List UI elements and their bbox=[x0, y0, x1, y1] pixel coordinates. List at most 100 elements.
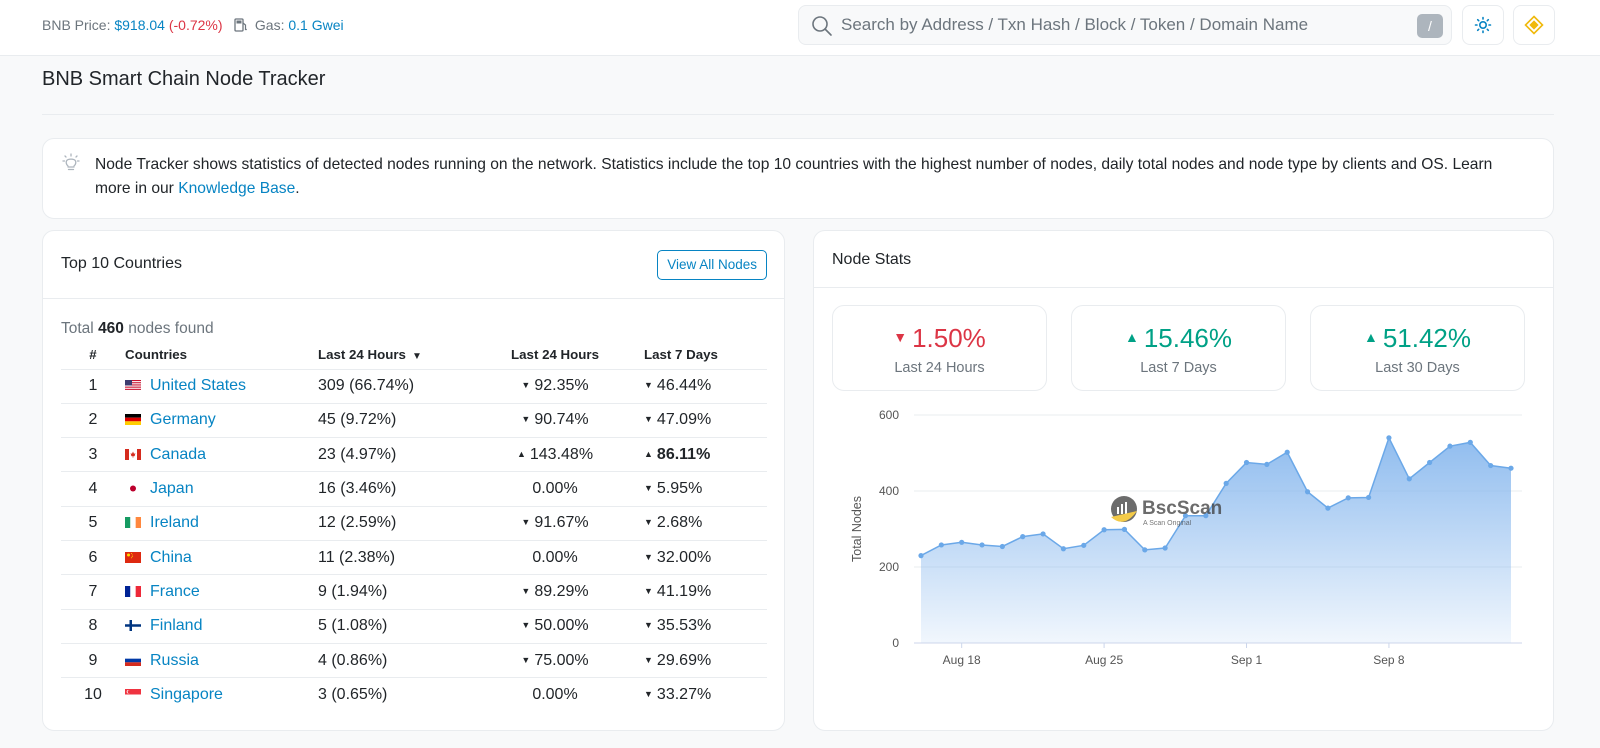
change-24h-cell: ▼ 89.29% bbox=[480, 574, 630, 610]
country-link[interactable]: Canada bbox=[150, 445, 207, 463]
country-link[interactable]: United States bbox=[150, 377, 247, 395]
table-row: 10 Singapore 3 (0.65%) 0.00% ▼ 33.27% bbox=[61, 678, 767, 712]
stat-label: Last 7 Days bbox=[1140, 360, 1217, 376]
node-count-cell: 23 (4.97%) bbox=[318, 437, 480, 473]
lightbulb-icon bbox=[62, 153, 80, 171]
table-row: 8 Finland 5 (1.08%) ▼ 50.00% ▼ 35.53% bbox=[61, 609, 767, 644]
data-point bbox=[1508, 465, 1514, 471]
fr-flag-icon bbox=[125, 583, 150, 600]
node-count-cell: 9 (1.94%) bbox=[318, 574, 480, 610]
table-header-row: # Countries Last 24 Hours ▼ Last 24 Hours… bbox=[61, 341, 767, 370]
country-cell: Finland bbox=[125, 609, 318, 644]
col-change-7d: Last 7 Days bbox=[630, 341, 767, 370]
network-switch-button[interactable] bbox=[1513, 5, 1555, 45]
country-link[interactable]: China bbox=[150, 548, 192, 566]
x-tick-label: Aug 18 bbox=[943, 653, 981, 667]
table-row: 9 Russia 4 (0.86%) ▼ 75.00% ▼ 29.69% bbox=[61, 643, 767, 679]
y-tick-label: 0 bbox=[892, 636, 899, 650]
data-point bbox=[1304, 489, 1311, 495]
theme-toggle-button[interactable] bbox=[1462, 5, 1504, 45]
data-point bbox=[1264, 461, 1270, 467]
change-24h-cell: 0.00% bbox=[480, 540, 630, 576]
watermark-subtitle: A Scan Original bbox=[1143, 520, 1192, 527]
table-row: 5 Ireland 12 (2.59%) ▼ 91.67% ▼ 2.68% bbox=[61, 506, 767, 541]
view-all-nodes-button[interactable]: View All Nodes bbox=[657, 250, 767, 280]
country-link[interactable]: Japan bbox=[150, 480, 194, 498]
data-point bbox=[1386, 435, 1392, 441]
node-count-cell: 12 (2.59%) bbox=[318, 506, 480, 541]
gas-tracker: Gas: 0.1 Gwei bbox=[234, 17, 344, 33]
country-link[interactable]: Germany bbox=[150, 411, 216, 429]
data-point bbox=[1162, 545, 1168, 551]
stat-value: ▼ 1.50% bbox=[893, 323, 986, 353]
change-24h-cell: ▼ 50.00% bbox=[480, 609, 630, 644]
bnb-price-value[interactable]: $918.04 bbox=[114, 17, 165, 33]
data-point bbox=[1060, 546, 1067, 552]
data-point bbox=[1345, 495, 1351, 501]
data-point bbox=[1142, 547, 1148, 553]
total-nodes-chart: 0 200 400 600 Aug 18 Aug 25 Sep 1 Sep 8 Total No… bbox=[814, 396, 1555, 696]
up-triangle-icon: ▲ bbox=[1363, 329, 1378, 345]
top-bar: BNB Price: $918.04 (-0.72%) Gas: 0.1 Gwe… bbox=[0, 0, 1600, 56]
down-triangle-icon: ▼ bbox=[644, 380, 653, 391]
country-link[interactable]: France bbox=[150, 582, 200, 600]
country-link[interactable]: Russia bbox=[150, 651, 199, 669]
knowledge-base-link[interactable]: Knowledge Base bbox=[178, 180, 296, 197]
up-triangle-icon: ▲ bbox=[516, 448, 526, 459]
table-row: 4 Japan 16 (3.46%) 0.00% ▼ 5.95% bbox=[61, 471, 767, 507]
series-line bbox=[920, 435, 1512, 557]
country-cell: Ireland bbox=[125, 506, 318, 541]
change-24h-cell: ▼ 91.67% bbox=[480, 506, 630, 541]
data-point bbox=[1081, 542, 1087, 548]
country-link[interactable]: Singapore bbox=[150, 686, 223, 704]
col-country: Countries bbox=[125, 341, 318, 370]
search-input[interactable] bbox=[841, 6, 1401, 44]
data-point bbox=[1447, 443, 1453, 449]
de-flag-icon bbox=[125, 411, 150, 428]
change-7d-cell: ▼ 32.00% bbox=[630, 540, 767, 576]
us-flag-icon bbox=[125, 377, 150, 394]
sort-desc-icon: ▼ bbox=[411, 351, 422, 363]
ie-flag-icon bbox=[125, 514, 150, 531]
country-link[interactable]: Ireland bbox=[150, 514, 199, 532]
stat-box: ▲ 51.42% Last 30 Days bbox=[1310, 305, 1525, 391]
rank-cell: 1 bbox=[61, 369, 125, 404]
search-shortcut-key: / bbox=[1417, 14, 1443, 38]
total-nodes-chart-svg: 0 200 400 600 Aug 18 Aug 25 Sep 1 Sep 8 Total No… bbox=[850, 408, 1522, 667]
y-tick-label: 600 bbox=[879, 408, 899, 422]
data-point bbox=[1284, 449, 1290, 455]
change-7d-cell: ▼ 41.19% bbox=[630, 574, 767, 610]
down-triangle-icon: ▼ bbox=[521, 620, 531, 631]
rank-cell: 4 bbox=[61, 471, 125, 507]
col-count-sortable[interactable]: Last 24 Hours ▼ bbox=[318, 341, 480, 370]
down-triangle-icon: ▼ bbox=[644, 654, 653, 665]
x-tick-label: Sep 1 bbox=[1231, 653, 1263, 667]
gas-value[interactable]: 0.1 Gwei bbox=[288, 17, 344, 33]
change-24h-cell: 0.00% bbox=[532, 686, 578, 704]
down-triangle-icon: ▼ bbox=[644, 585, 653, 596]
card-title: Node Stats bbox=[832, 251, 912, 268]
data-point bbox=[999, 543, 1005, 550]
ca-flag-icon bbox=[125, 446, 150, 463]
area-fill bbox=[921, 437, 1511, 643]
change-24h-cell: ▼ 75.00% bbox=[480, 643, 630, 679]
rank-cell: 10 bbox=[84, 686, 102, 704]
rank-cell: 6 bbox=[61, 540, 125, 576]
info-text: Node Tracker shows statistics of detecte… bbox=[95, 156, 1493, 197]
down-triangle-icon: ▼ bbox=[644, 483, 653, 494]
table-row: 2 Germany 45 (9.72%) ▼ 90.74% ▼ 47.09% bbox=[61, 403, 767, 439]
y-axis-label: Total Nodes bbox=[850, 496, 864, 562]
x-tick-label: Aug 25 bbox=[1085, 653, 1123, 667]
data-point bbox=[1488, 462, 1494, 469]
data-point bbox=[1406, 476, 1412, 482]
card-title: Top 10 Countries bbox=[61, 255, 182, 272]
data-point bbox=[1040, 531, 1046, 537]
data-point bbox=[1182, 513, 1189, 519]
data-point bbox=[938, 542, 944, 548]
down-triangle-icon: ▼ bbox=[893, 329, 908, 345]
node-count-cell: 4 (0.86%) bbox=[318, 643, 480, 679]
total-node-count: 460 bbox=[98, 320, 124, 337]
country-cell: Germany bbox=[125, 403, 318, 439]
down-triangle-icon: ▼ bbox=[644, 517, 653, 528]
country-link[interactable]: Finland bbox=[150, 617, 203, 635]
